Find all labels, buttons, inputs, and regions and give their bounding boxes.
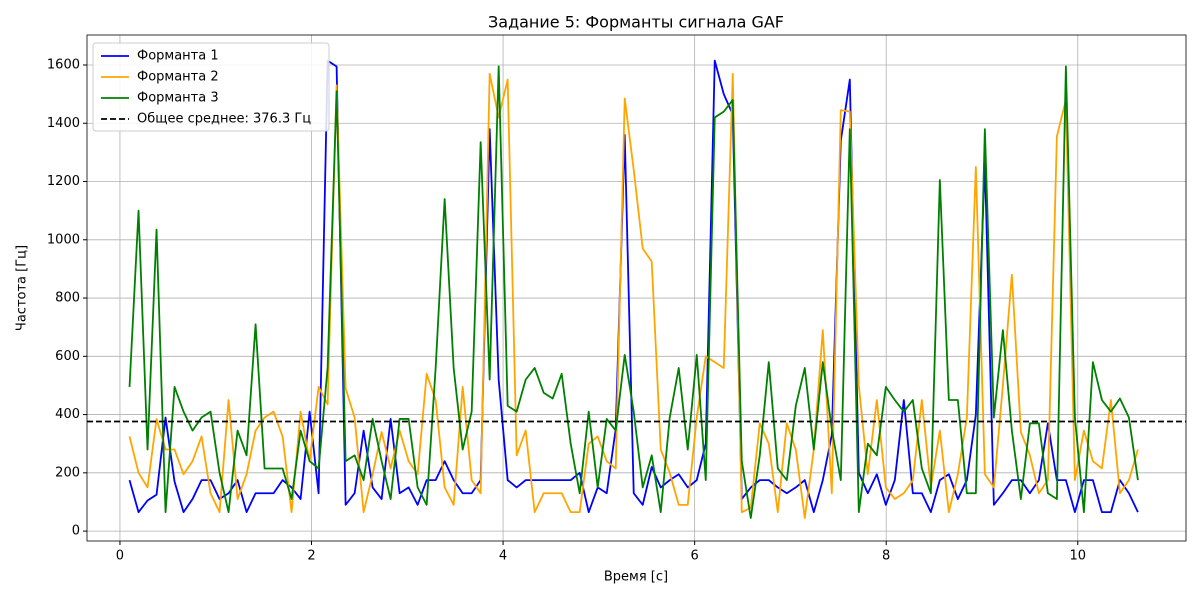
y-tick-label: 1000 bbox=[47, 232, 80, 247]
y-tick-label: 0 bbox=[72, 524, 80, 539]
legend-label: Форманта 3 bbox=[137, 91, 219, 106]
x-tick-label: 10 bbox=[1069, 549, 1086, 564]
legend-label: Форманта 1 bbox=[137, 49, 219, 64]
chart-title: Задание 5: Форманты сигнала GAF bbox=[488, 13, 784, 32]
y-tick-label: 200 bbox=[55, 465, 80, 480]
legend-box bbox=[92, 42, 330, 132]
y-tick-label: 600 bbox=[55, 349, 80, 364]
legend-label: Форманта 2 bbox=[137, 70, 219, 85]
plot-frame bbox=[86, 34, 1187, 542]
legend-label: Общее среднее: 376.3 Гц bbox=[137, 112, 311, 127]
data-line bbox=[128, 59, 1139, 514]
data-line bbox=[128, 65, 1139, 519]
y-tick-label: 1200 bbox=[47, 174, 80, 189]
y-tick-label: 1400 bbox=[47, 116, 80, 131]
x-tick-label: 0 bbox=[116, 549, 124, 564]
y-tick-label: 400 bbox=[55, 407, 80, 422]
x-tick-label: 6 bbox=[690, 549, 698, 564]
x-tick-label: 2 bbox=[307, 549, 315, 564]
legend: Форманта 1 Форманта 2 Форманта 3 Общее сред… bbox=[92, 42, 330, 132]
y-tick-label: 1600 bbox=[47, 58, 80, 73]
x-tick-label: 8 bbox=[882, 549, 890, 564]
data-line bbox=[128, 72, 1139, 519]
y-tick-label: 800 bbox=[55, 291, 80, 306]
x-tick-label: 4 bbox=[499, 549, 507, 564]
y-axis-label: Частота [Гц] bbox=[15, 245, 30, 331]
x-axis-label: Время [с] bbox=[604, 570, 668, 585]
